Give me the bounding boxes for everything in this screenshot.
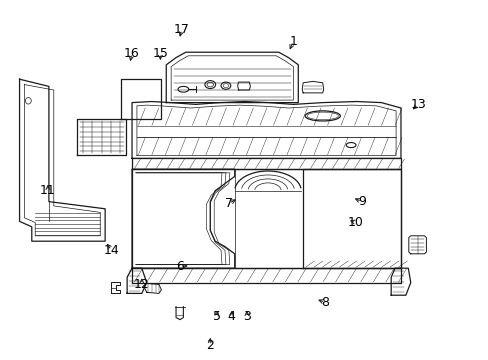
Text: 10: 10 [347,216,363,229]
Text: 16: 16 [124,47,140,60]
Text: 6: 6 [176,260,183,273]
Text: 7: 7 [224,197,232,210]
Text: 12: 12 [134,278,149,291]
Text: 8: 8 [321,296,328,309]
Text: 13: 13 [409,98,425,111]
Text: 1: 1 [289,35,297,48]
Text: 9: 9 [357,195,365,208]
Text: 5: 5 [212,310,220,323]
Text: 11: 11 [40,184,56,197]
Text: 15: 15 [152,47,168,60]
Text: 14: 14 [103,244,119,257]
Text: 3: 3 [243,310,250,323]
Text: 2: 2 [206,339,214,352]
Text: 4: 4 [227,310,235,323]
Text: 17: 17 [174,23,189,36]
